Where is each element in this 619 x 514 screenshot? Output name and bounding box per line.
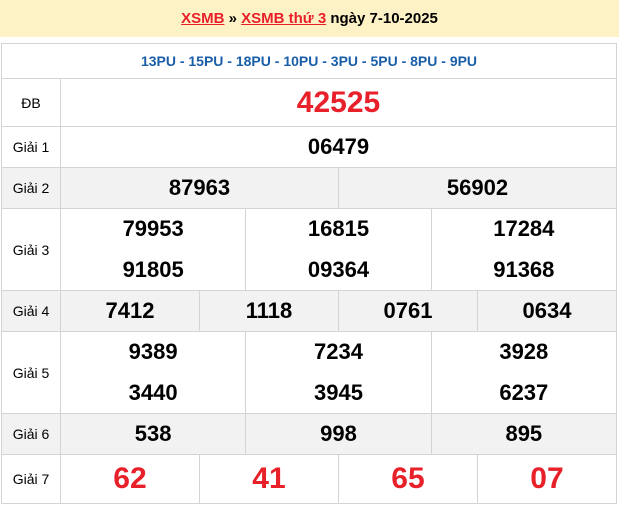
label-g1: Giải 1 (1, 126, 61, 168)
label-g7: Giải 7 (1, 454, 61, 504)
label-g2: Giải 2 (1, 167, 61, 209)
label-g3: Giải 3 (1, 208, 61, 291)
label-g4: Giải 4 (1, 290, 61, 332)
prize-3: 91805 (59, 249, 247, 291)
prize-4: 0634 (476, 290, 618, 332)
prize-1: 06479 (60, 126, 617, 168)
prize-5: 3945 (245, 372, 432, 414)
prize-5: 7234 (245, 331, 432, 373)
breadcrumb-separator: » (224, 10, 242, 27)
results-table: 13PU - 15PU - 18PU - 10PU - 3PU - 5PU - … (1, 43, 618, 504)
label-g5: Giải 5 (1, 331, 61, 414)
prize-2: 56902 (337, 167, 618, 209)
prize-5: 6237 (430, 372, 618, 414)
prize-5: 3928 (430, 331, 618, 373)
prize-3: 79953 (59, 208, 247, 250)
prize-7: 65 (337, 454, 478, 504)
label-db: ĐB (1, 78, 61, 127)
prize-6: 895 (430, 413, 618, 455)
ticket-codes: 13PU - 15PU - 18PU - 10PU - 3PU - 5PU - … (1, 43, 617, 79)
label-g6: Giải 6 (1, 413, 61, 455)
prize-4: 1118 (198, 290, 339, 332)
xsmb-link[interactable]: XSMB (181, 10, 225, 27)
special-prize: 42525 (60, 78, 617, 127)
prize-6: 998 (245, 413, 432, 455)
xsmb-tuesday-link[interactable]: XSMB thứ 3 (241, 10, 327, 27)
prize-6: 538 (59, 413, 247, 455)
prize-5: 9389 (59, 331, 247, 373)
prize-5: 3440 (59, 372, 247, 414)
prize-3: 91368 (430, 249, 618, 291)
prize-7: 62 (60, 454, 200, 504)
prize-4: 7412 (60, 290, 200, 332)
prize-7: 07 (476, 454, 618, 504)
prize-2: 87963 (60, 167, 339, 209)
prize-3: 16815 (245, 208, 432, 250)
date-text: ngày 7-10-2025 (326, 10, 438, 27)
prize-7: 41 (198, 454, 339, 504)
prize-3: 17284 (430, 208, 618, 250)
prize-4: 0761 (337, 290, 478, 332)
page-header: XSMB » XSMB thứ 3 ngày 7-10-2025 (0, 0, 619, 37)
prize-3: 09364 (245, 249, 432, 291)
